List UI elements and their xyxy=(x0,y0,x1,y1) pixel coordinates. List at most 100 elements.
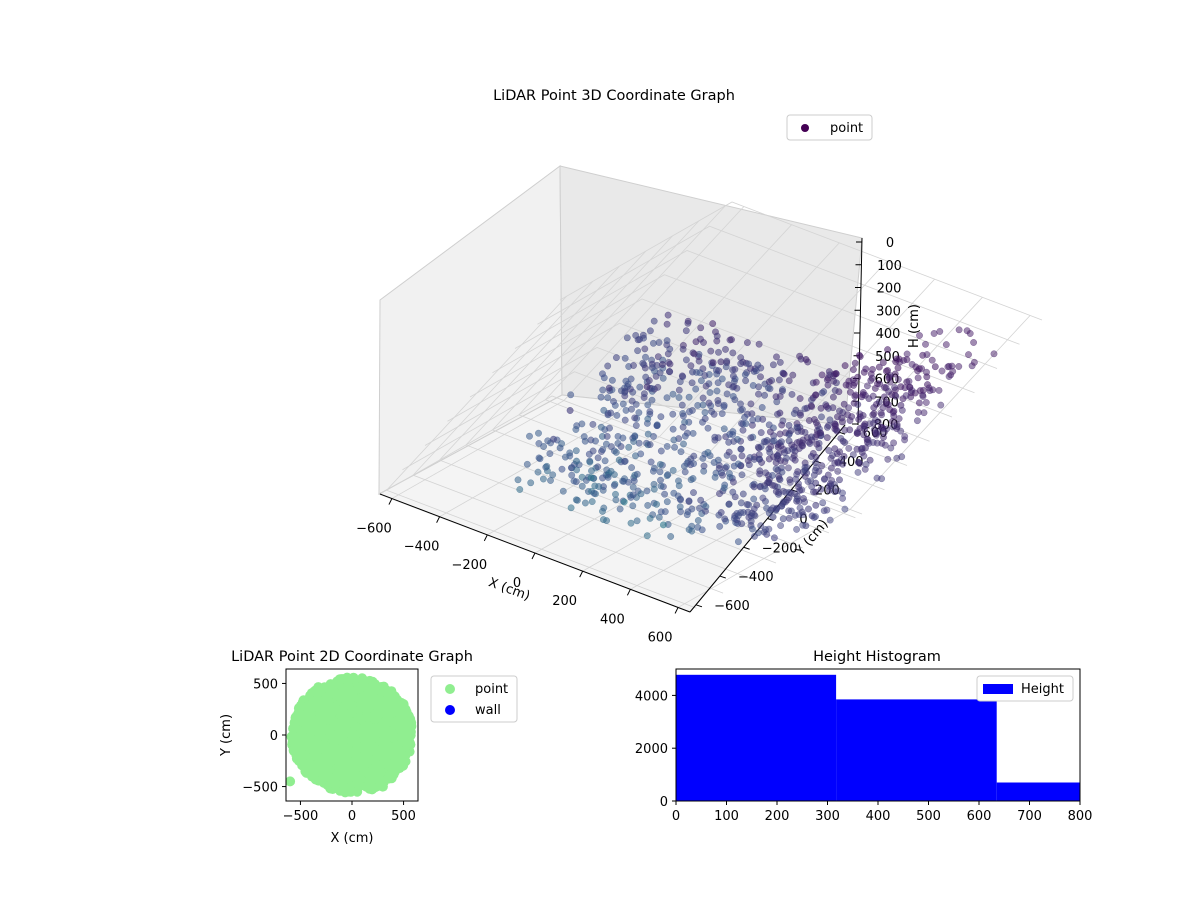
point-3d xyxy=(616,505,624,513)
point-2d xyxy=(328,773,339,784)
point-3d xyxy=(770,437,778,445)
point-3d xyxy=(841,362,849,370)
y-tick-label-2d: 500 xyxy=(253,677,278,692)
point-3d xyxy=(689,368,696,376)
point-3d xyxy=(963,327,971,335)
point-3d xyxy=(849,366,857,374)
point-3d xyxy=(836,476,843,484)
point-3d xyxy=(776,409,784,417)
legend-box-3d xyxy=(786,114,873,141)
y-tick-label-hist: 4000 xyxy=(635,689,668,704)
point-3d xyxy=(663,498,671,506)
histogram-bar xyxy=(836,699,997,801)
point-3d xyxy=(772,393,780,401)
point-3d xyxy=(881,441,889,449)
point-3d xyxy=(860,452,868,460)
point-3d xyxy=(644,415,652,423)
point-3d xyxy=(916,332,923,339)
point-3d xyxy=(837,434,845,442)
point-3d xyxy=(692,338,700,346)
point-3d xyxy=(514,476,522,484)
point-3d xyxy=(805,505,812,513)
legend-marker-point-2d xyxy=(445,684,455,694)
point-3d xyxy=(604,394,612,402)
point-3d xyxy=(594,463,602,471)
point-3d xyxy=(628,405,635,413)
point-3d xyxy=(784,447,792,455)
point-3d xyxy=(666,360,674,368)
point-3d xyxy=(711,473,719,481)
point-3d xyxy=(841,426,849,434)
point-3d xyxy=(661,490,669,498)
point-3d xyxy=(772,465,780,473)
point-3d xyxy=(543,462,551,470)
point-3d xyxy=(730,454,738,462)
point-3d xyxy=(696,504,703,512)
point-3d xyxy=(644,430,652,438)
point-3d xyxy=(663,320,671,328)
x-tick-label-3d: 600 xyxy=(648,630,673,645)
point-3d xyxy=(749,416,757,424)
point-2d xyxy=(348,771,359,782)
point-3d xyxy=(721,464,729,472)
point-2d xyxy=(289,722,300,733)
point-3d xyxy=(664,311,672,319)
y-axis-label-2d: Y (cm) xyxy=(219,714,234,757)
point-3d xyxy=(894,375,902,383)
point-3d xyxy=(826,416,834,424)
point-3d xyxy=(755,455,763,463)
point-3d xyxy=(679,423,687,431)
point-3d xyxy=(869,439,877,446)
point-3d xyxy=(970,358,978,366)
point-3d xyxy=(826,516,834,524)
point-3d xyxy=(657,476,664,484)
point-3d xyxy=(680,462,688,470)
point-3d xyxy=(776,430,784,438)
histogram-legend: Height xyxy=(976,675,1074,702)
point-3d xyxy=(778,421,786,429)
x-tick-3d xyxy=(674,607,679,614)
point-3d xyxy=(572,426,580,433)
legend-label-height: Height xyxy=(1021,682,1064,697)
point-3d xyxy=(726,430,734,438)
point-3d xyxy=(762,469,770,477)
point-3d xyxy=(629,502,637,510)
point-3d xyxy=(857,445,865,453)
point-3d xyxy=(725,500,733,508)
point-3d xyxy=(687,362,695,370)
point-3d xyxy=(783,454,790,462)
point-3d xyxy=(737,445,745,453)
point-3d xyxy=(610,398,617,405)
point-3d xyxy=(761,485,769,493)
point-3d xyxy=(855,351,863,359)
point-3d xyxy=(844,411,852,419)
x-tick-label-2d: −500 xyxy=(283,809,319,824)
point-3d xyxy=(628,397,636,405)
point-3d xyxy=(823,423,831,431)
point-3d xyxy=(625,443,633,451)
point-3d xyxy=(709,359,717,367)
legend-label-wall-2d: wall xyxy=(475,703,501,718)
point-3d xyxy=(636,383,644,391)
point-3d xyxy=(729,349,737,357)
point-3d xyxy=(747,434,755,442)
histogram-bar xyxy=(676,674,837,801)
point-3d xyxy=(870,404,878,412)
point-3d xyxy=(630,438,638,445)
point-3d xyxy=(648,364,656,372)
point-3d xyxy=(725,448,733,456)
x-tick-label-3d: 400 xyxy=(600,612,625,627)
point-3d xyxy=(788,441,796,449)
point-3d xyxy=(856,410,864,418)
point-3d xyxy=(627,493,635,501)
point-2d xyxy=(320,741,331,752)
point-2d xyxy=(362,767,373,778)
plot-3d-grid xyxy=(379,201,1043,609)
point-3d xyxy=(879,359,887,367)
point-3d xyxy=(670,436,678,444)
point-3d xyxy=(757,373,764,381)
point-2d xyxy=(323,696,334,707)
point-3d xyxy=(955,326,963,334)
y-tick-3d xyxy=(743,546,750,550)
point-3d xyxy=(812,391,820,399)
